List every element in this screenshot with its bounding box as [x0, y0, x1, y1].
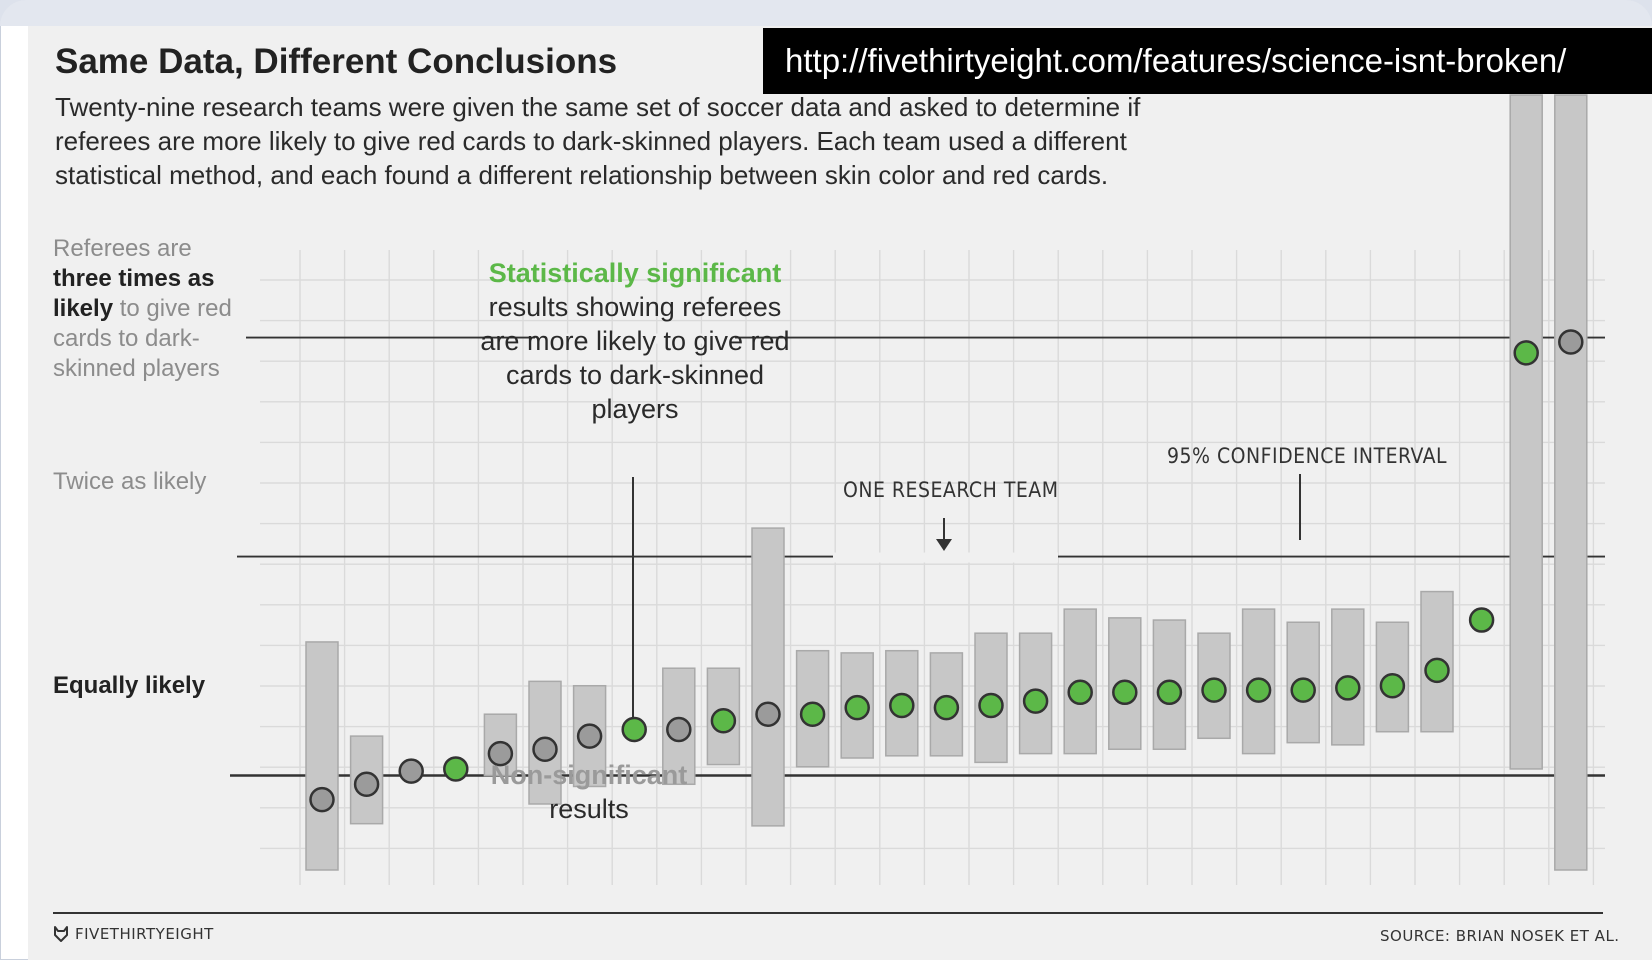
significant-highlight: Statistically significant: [488, 258, 782, 288]
label-gap: [535, 333, 735, 344]
significant-estimate-point: [799, 701, 826, 727]
y-label-twice: Twice as likely: [53, 468, 207, 495]
significant-estimate-point: [1156, 679, 1183, 706]
subtitle-line: statistical method, and each found a dif…: [55, 160, 1109, 190]
nonsignificant-estimate-point: [398, 758, 424, 784]
significant-estimate-point: [978, 692, 1004, 719]
nonsignificant-highlight: Non-significant: [490, 760, 688, 790]
y-label-three-suffix: to give red cards to dark-skinned player…: [53, 295, 232, 382]
one-research-team-label: ONE RESEARCH TEAM: [843, 478, 1059, 502]
nonsignificant-estimate-point: [309, 786, 335, 813]
subtitle-line: referees are more likely to give red car…: [55, 126, 1127, 156]
significant-estimate-point: [1513, 340, 1539, 366]
window-top-bar: [0, 0, 1652, 26]
significant-estimate-point: [1290, 677, 1316, 703]
nonsignificant-estimate-point: [576, 723, 603, 749]
significant-estimate-point: [1245, 677, 1272, 703]
nonsignificant-estimate-point: [666, 716, 692, 743]
significant-estimate-point: [889, 692, 915, 719]
significant-estimate-point: [1067, 679, 1093, 706]
significant-estimate-point: [1022, 688, 1049, 714]
estimate-points: [309, 329, 1584, 813]
url-banner[interactable]: http://fivethirtyeight.com/features/scie…: [763, 28, 1652, 94]
label-gap: [833, 552, 1058, 563]
significant-estimate-point: [1468, 607, 1495, 633]
confidence-interval-label: 95% CONFIDENCE INTERVAL: [1167, 444, 1448, 468]
confidence-interval-bar: [305, 641, 339, 871]
significant-estimate-point: [1112, 679, 1138, 706]
significant-estimate-point: [1379, 672, 1406, 699]
confidence-interval-bar: [1108, 617, 1142, 750]
confidence-interval-bar: [1554, 94, 1588, 871]
down-arrow-icon: [936, 539, 952, 551]
source-note: SOURCE: BRIAN NOSEK ET AL.: [1380, 927, 1620, 945]
y-label-three-times: Referees are three times as likely to gi…: [53, 234, 253, 384]
nonsignificant-annotation: Non-significant results: [460, 758, 718, 826]
nonsignificant-estimate-point: [755, 701, 781, 727]
significant-rest: results showing referees are more likely…: [480, 292, 790, 424]
significant-annotation: Statistically significant results showin…: [470, 256, 800, 426]
nonsignificant-rest: results: [549, 794, 629, 824]
chart-panel: [28, 26, 1652, 960]
nonsignificant-estimate-point: [353, 771, 380, 798]
brand: FIVETHIRTYEIGHT: [53, 925, 214, 943]
subtitle-line: Twenty-nine research teams were given th…: [55, 92, 1141, 122]
significant-estimate-point: [1335, 675, 1361, 701]
significant-estimate-point: [621, 716, 647, 743]
fox-logo-icon: [54, 926, 68, 942]
chart-title: Same Data, Different Conclusions: [55, 42, 618, 81]
y-label-three-prefix: Referees are: [53, 235, 192, 262]
footer-rule: [53, 912, 1603, 914]
significant-estimate-point: [1201, 677, 1227, 703]
nonsignificant-estimate-point: [487, 740, 514, 767]
annotation-leaders: [588, 474, 1301, 749]
significant-estimate-point: [710, 708, 737, 734]
confidence-interval-bar: [751, 527, 785, 827]
y-label-three-bold: three times as likely: [53, 265, 215, 322]
nonsignificant-estimate-point: [1558, 329, 1584, 355]
significant-estimate-point: [844, 694, 870, 721]
brand-name: FIVETHIRTYEIGHT: [75, 925, 214, 943]
significant-estimate-point: [933, 694, 960, 721]
significant-estimate-point: [443, 756, 469, 782]
y-label-equal: Equally likely: [53, 672, 206, 699]
significant-estimate-point: [1424, 657, 1450, 684]
confidence-interval-bar: [1509, 94, 1543, 770]
nonsignificant-estimate-point: [532, 736, 558, 762]
chart-subtitle: Twenty-nine research teams were given th…: [55, 90, 1345, 192]
